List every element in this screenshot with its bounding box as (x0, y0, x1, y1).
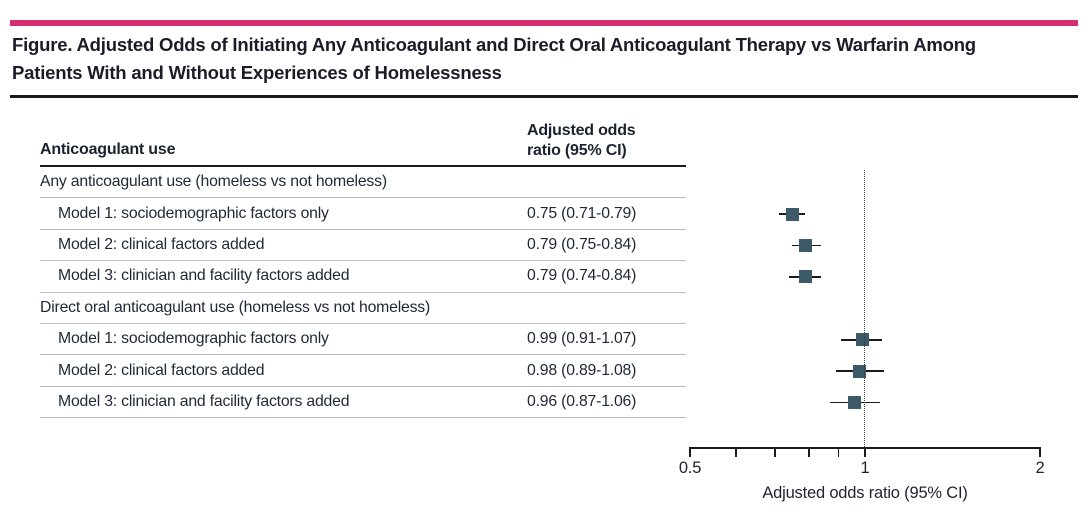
x-axis-tick (689, 449, 691, 457)
x-axis-title: Adjusted odds ratio (95% CI) (762, 484, 968, 502)
x-axis-tick (837, 449, 840, 457)
row-label: Model 2: clinical factors added (58, 235, 265, 253)
col2-header: Adjusted odds ratio (95% CI) (527, 121, 636, 161)
x-axis-tick (774, 449, 776, 457)
x-axis-line (689, 447, 1041, 449)
x-axis-tick-label: 1 (860, 459, 870, 477)
table-row: Model 1: sociodemographic factors only 0.… (40, 198, 686, 230)
forest-marker (798, 270, 812, 284)
col1-header: Anticoagulant use (40, 141, 176, 158)
x-axis-tick (735, 449, 737, 457)
col2-header-line2: ratio (95% CI) (527, 142, 627, 159)
row-label: Model 1: sociodemographic factors only (58, 204, 329, 222)
row-value: 0.96 (0.87-1.06) (527, 392, 637, 410)
row-label: Model 2: clinical factors added (58, 361, 265, 379)
group-label: Any anticoagulant use (homeless vs not h… (40, 173, 387, 191)
table-row: Model 3: clinician and facility factors … (40, 387, 686, 419)
x-axis-tick-label: 2 (1035, 459, 1045, 477)
table-row: Model 2: clinical factors added 0.79 (0.7… (40, 230, 686, 262)
table-row-group: Direct oral anticoagulant use (homeless … (40, 293, 686, 324)
forest-marker (848, 396, 862, 409)
forest-marker (785, 207, 799, 221)
reference-line (864, 170, 865, 447)
table-row: Model 2: clinical factors added 0.98 (0.8… (40, 355, 686, 387)
x-axis-tick-label: 0.5 (678, 459, 702, 477)
forest-marker (853, 364, 867, 378)
row-value: 0.79 (0.74-0.84) (527, 267, 637, 285)
figure-title: Figure. Adjusted Odds of Initiating Any … (12, 34, 976, 83)
forest-marker (855, 333, 869, 347)
row-label: Model 1: sociodemographic factors only (58, 330, 329, 348)
col2-header-line1: Adjusted odds (527, 122, 636, 139)
table-header: Anticoagulant use Adjusted odds ratio (9… (40, 112, 686, 167)
x-axis-tick (1039, 449, 1041, 457)
x-axis-tick (864, 449, 866, 457)
group-label: Direct oral anticoagulant use (homeless … (40, 298, 431, 316)
row-value: 0.75 (0.71-0.79) (527, 204, 637, 222)
forest-marker (798, 239, 812, 252)
row-value: 0.98 (0.89-1.08) (527, 361, 637, 379)
row-label: Model 3: clinician and facility factors … (58, 392, 350, 410)
x-axis-tick (807, 449, 810, 457)
or-table-body: Any anticoagulant use (homeless vs not h… (40, 167, 686, 419)
table-row-group: Any anticoagulant use (homeless vs not h… (40, 167, 686, 199)
table-row: Model 1: sociodemographic factors only 0.… (40, 324, 686, 356)
row-value: 0.79 (0.75-0.84) (527, 235, 637, 253)
title-rule (10, 95, 1078, 98)
row-value: 0.99 (0.91-1.07) (527, 330, 637, 348)
row-label: Model 3: clinician and facility factors … (58, 267, 350, 285)
table-row: Model 3: clinician and facility factors … (40, 261, 686, 293)
jama-accent-bar (10, 20, 1078, 26)
